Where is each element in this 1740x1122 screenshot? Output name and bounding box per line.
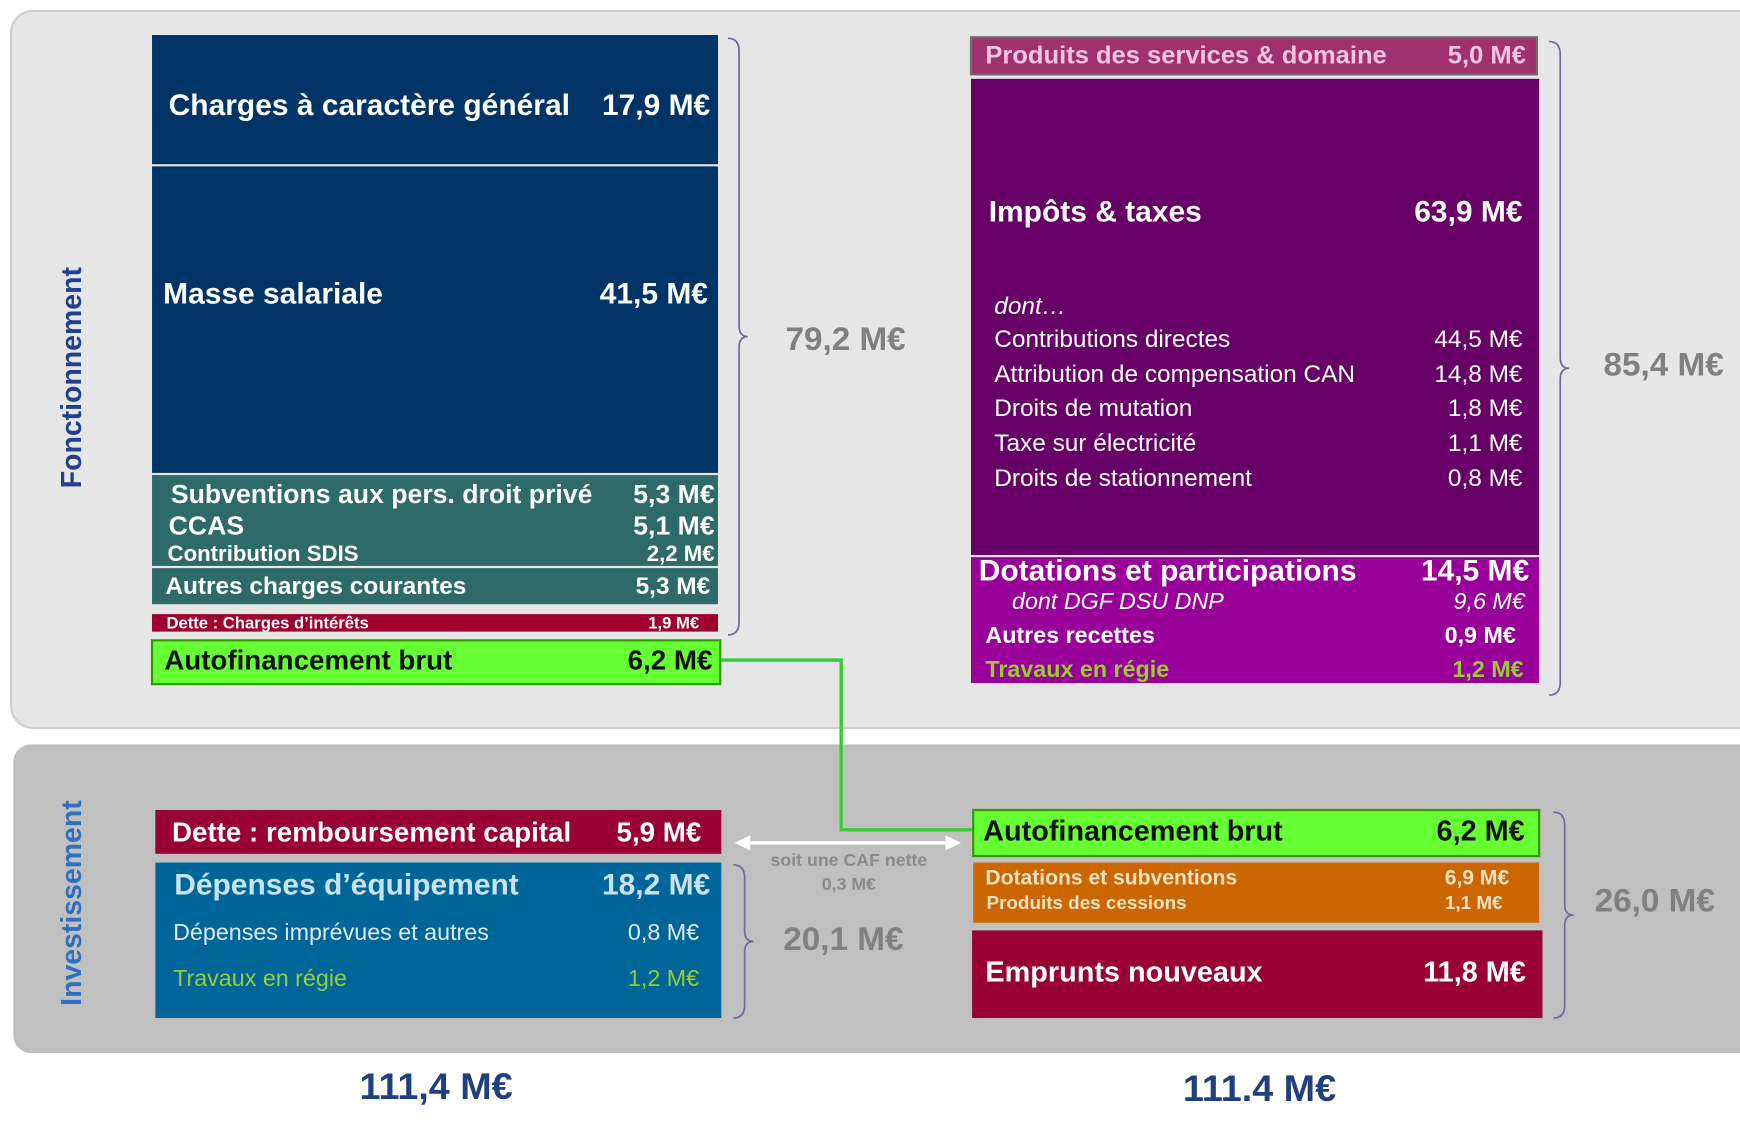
item-amount: 18,2 M€ <box>602 869 711 902</box>
brace <box>733 863 754 1019</box>
block <box>973 862 1540 923</box>
total: 20,1 M€ <box>783 921 903 958</box>
item-amount: 63,9 M€ <box>1414 195 1523 228</box>
detail-label: Droits de mutation <box>994 395 1192 422</box>
item-amount: 5,3 M€ <box>633 479 715 509</box>
item-label: Impôts & taxes <box>989 195 1202 228</box>
dont-label: dont… <box>994 293 1066 320</box>
section-label: Fonctionnement <box>56 267 88 489</box>
item-amount: 11,8 M€ <box>1423 957 1526 989</box>
caf-label: soit une CAF nette <box>771 850 928 870</box>
item-label: Dette : Charges d’intérêts <box>166 613 368 632</box>
detail-amount: 44,5 M€ <box>1434 326 1523 353</box>
block <box>972 808 1541 858</box>
item-label: Produits des services & domaine <box>985 42 1386 70</box>
block <box>970 557 1540 684</box>
total: 85,4 M€ <box>1604 347 1724 384</box>
brace <box>1553 811 1574 1019</box>
detail-amount: 1,8 M€ <box>1448 395 1523 422</box>
item-amount: 1,2 M€ <box>1452 656 1523 682</box>
block <box>152 475 718 566</box>
detail-label: Taxe sur électricité <box>994 430 1196 457</box>
brace <box>727 37 748 636</box>
item-label: Dépenses d’équipement <box>174 869 519 902</box>
item-amount: 6,2 M€ <box>1437 816 1525 848</box>
brace <box>1549 40 1570 696</box>
detail-label: Contributions directes <box>994 326 1230 353</box>
block <box>969 36 1539 76</box>
block <box>155 862 722 1019</box>
dont-amount: 9,6 M€ <box>1454 588 1526 614</box>
item-amount: 6,9 M€ <box>1445 867 1510 890</box>
block <box>155 810 722 854</box>
grand-total: 111.4 M€ <box>1183 1067 1336 1109</box>
item-amount: 5,1 M€ <box>633 511 715 541</box>
detail-label: Attribution de compensation CAN <box>994 361 1355 388</box>
item-label: Contribution SDIS <box>168 541 359 566</box>
block <box>152 35 718 165</box>
item-amount: 0,9 M€ <box>1445 622 1516 648</box>
item-label: Dotations et participations <box>979 554 1357 587</box>
item-label: Autofinancement brut <box>164 645 452 676</box>
item-label: Autres charges courantes <box>165 573 466 600</box>
arrow-head <box>945 835 961 851</box>
item-label: Autofinancement brut <box>983 816 1283 848</box>
item-amount: 5,3 M€ <box>636 573 711 600</box>
item-label: Subventions aux pers. droit privé <box>171 479 593 509</box>
block <box>152 568 718 605</box>
detail-list: Contributions directes 44,5 M€ Attribution… <box>994 326 1523 492</box>
total: 26,0 M€ <box>1595 883 1715 920</box>
detail-amount: 1,1 M€ <box>1448 430 1523 457</box>
caf-amount: 0,3 M€ <box>822 874 876 894</box>
item-amount: 41,5 M€ <box>600 278 709 311</box>
block <box>972 930 1543 1019</box>
detail-amount: 14,8 M€ <box>1434 361 1523 388</box>
connector <box>721 658 974 832</box>
item-amount: 14,5 M€ <box>1421 554 1530 587</box>
item-label: Dette : remboursement capital <box>172 817 571 848</box>
item-label: CCAS <box>169 511 244 541</box>
dont-label: dont DGF DSU DNP <box>1012 588 1224 614</box>
item-label: Travaux en régie <box>985 656 1169 682</box>
item-amount: 17,9 M€ <box>602 89 711 122</box>
item-label: Charges à caractère général <box>169 89 570 122</box>
item-amount: 5,0 M€ <box>1448 42 1526 70</box>
item-amount: 0,8 M€ <box>628 919 699 945</box>
block <box>150 639 722 686</box>
detail-label: Droits de stationnement <box>994 465 1252 492</box>
detail-amount: 0,8 M€ <box>1448 465 1523 492</box>
block <box>152 166 718 473</box>
section-label: Investissement <box>56 800 88 1006</box>
item-amount: 6,2 M€ <box>628 645 713 676</box>
item-amount: 5,9 M€ <box>617 817 702 848</box>
total: 79,2 M€ <box>785 321 905 358</box>
item-amount: 2,2 M€ <box>647 541 715 566</box>
block <box>152 614 718 632</box>
item-amount: 1,1 M€ <box>1445 892 1503 913</box>
item-amount: 1,9 M€ <box>648 613 699 632</box>
block <box>970 78 1540 555</box>
arrow-head <box>734 835 751 851</box>
item-label: Masse salariale <box>163 278 383 311</box>
item-label: Travaux en régie <box>173 965 347 991</box>
item-amount: 1,2 M€ <box>628 965 699 991</box>
item-label: Dotations et subventions <box>985 867 1237 890</box>
item-label: Dépenses imprévues et autres <box>173 919 489 945</box>
grand-total: 111,4 M€ <box>360 1065 513 1107</box>
item-label: Autres recettes <box>985 622 1155 648</box>
item-label: Produits des cessions <box>987 892 1187 913</box>
item-label: Emprunts nouveaux <box>985 957 1262 989</box>
